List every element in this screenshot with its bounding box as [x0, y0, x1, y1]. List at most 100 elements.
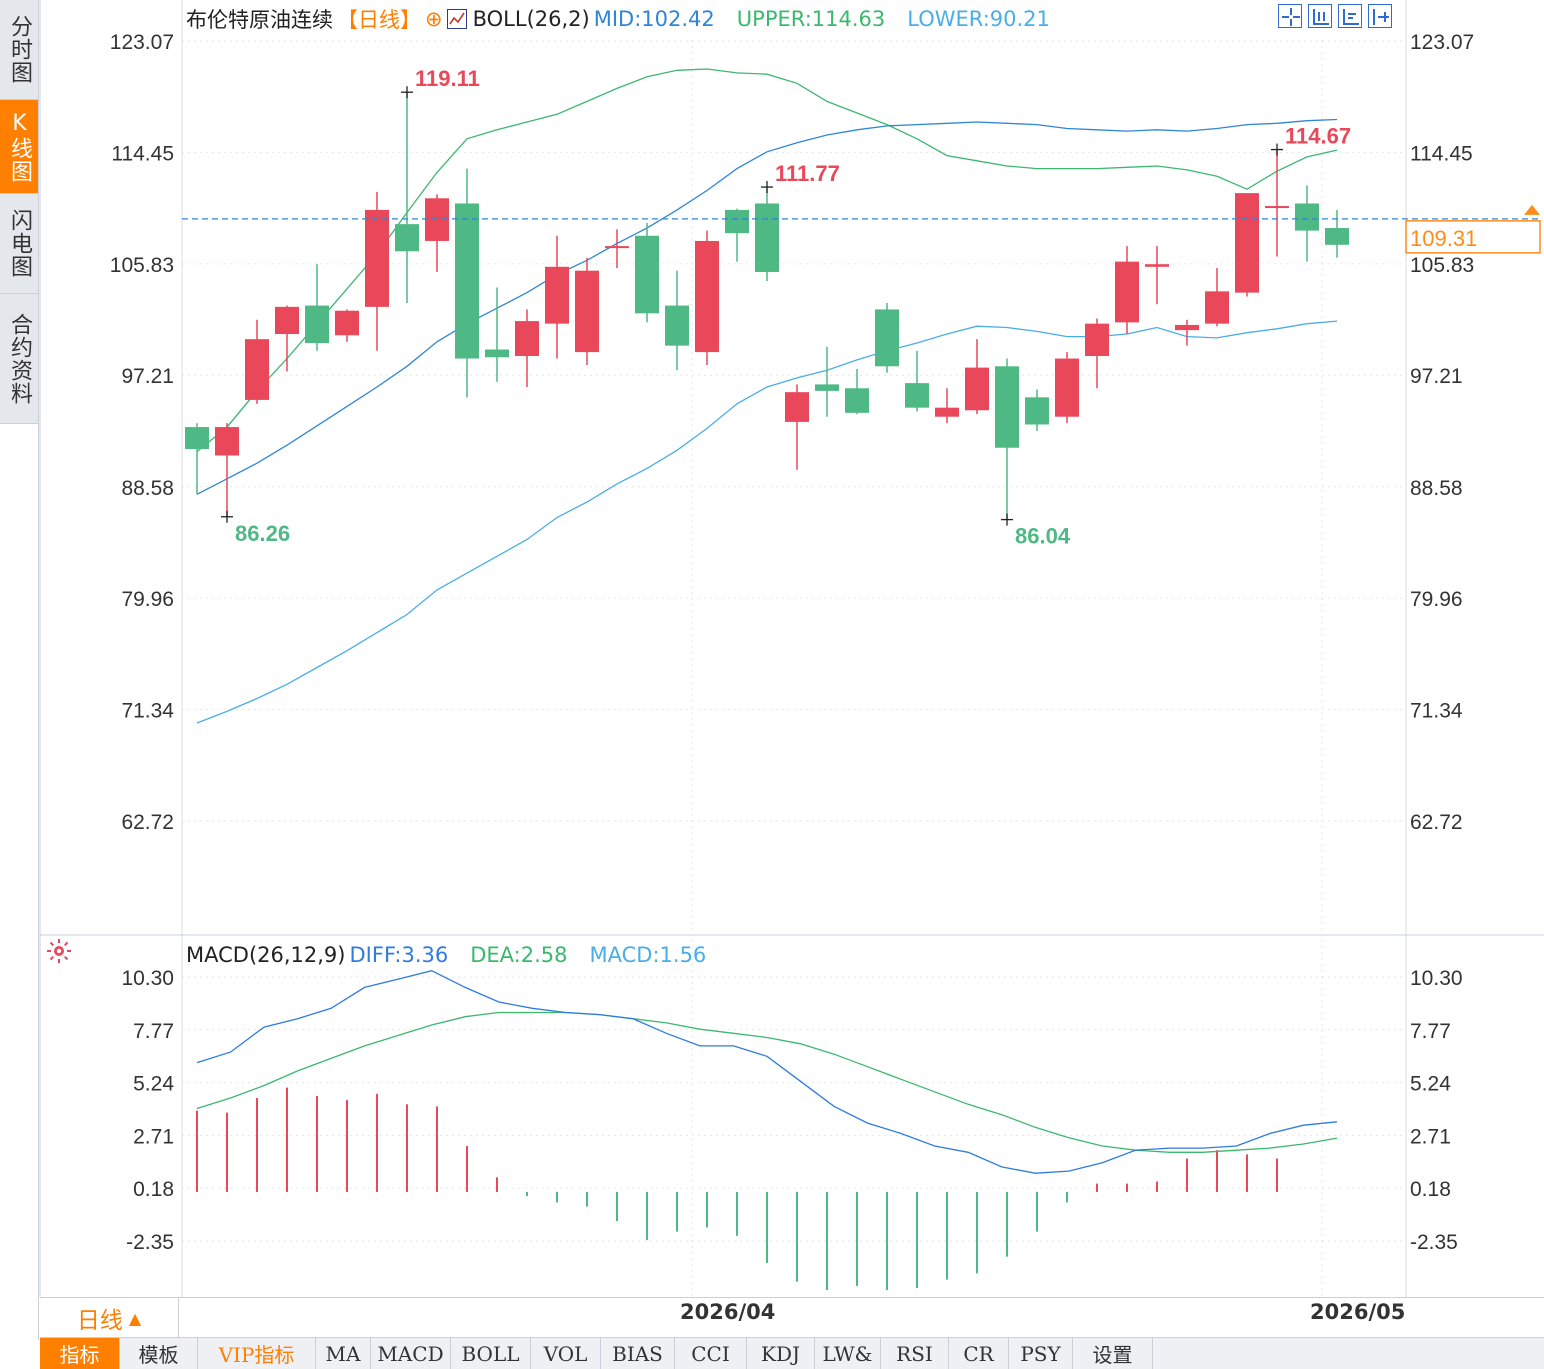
high-price-label: 111.77	[775, 161, 840, 186]
candle-body	[1115, 261, 1139, 323]
left-tab-3[interactable]: 合约资料	[0, 294, 38, 424]
candle-body	[185, 427, 209, 450]
zoom-out-icon[interactable]	[1338, 4, 1362, 28]
candle-body	[1145, 264, 1169, 267]
indicator-tab-13[interactable]: PSY	[1009, 1338, 1073, 1369]
date-axis	[40, 1297, 1544, 1338]
macd-diff-value: DIFF:3.36	[349, 943, 449, 967]
candle-body	[755, 203, 779, 272]
zoom-in-icon[interactable]	[1308, 4, 1332, 28]
instrument-title: 布伦特原油连续	[186, 8, 333, 32]
left-tab-0[interactable]: 分时图	[0, 0, 38, 100]
candle-body	[1235, 193, 1259, 293]
macd-y-tick-left: -2.35	[126, 1231, 174, 1254]
macd-y-tick-right: 7.77	[1410, 1020, 1451, 1043]
macd-dea-value: DEA:2.58	[470, 943, 568, 967]
indicator-tab-14[interactable]: 设置	[1073, 1338, 1153, 1369]
candle-body	[1295, 203, 1319, 231]
indicator-tab-3[interactable]: MA	[316, 1338, 371, 1369]
candle-body	[1265, 206, 1289, 209]
indicator-tab-12[interactable]: CR	[949, 1338, 1009, 1369]
candle-body	[455, 203, 479, 359]
main-y-tick-left: 114.45	[111, 142, 174, 165]
candle-body	[935, 407, 959, 417]
macd-y-tick-left: 7.77	[133, 1020, 174, 1043]
candle-body	[545, 266, 569, 324]
main-y-tick-right: 71.34	[1410, 700, 1463, 723]
macd-y-tick-left: 5.24	[133, 1073, 174, 1096]
indicator-tab-5[interactable]: BOLL	[451, 1338, 531, 1369]
candle-body	[965, 367, 989, 411]
macd-y-tick-left: 2.71	[133, 1125, 174, 1148]
candle-body	[725, 209, 749, 234]
candle-body	[875, 309, 899, 367]
boll-upper-value: UPPER:114.63	[736, 7, 886, 31]
boll-lower-line	[196, 320, 1338, 724]
boll-settings-icon[interactable]	[446, 9, 467, 29]
boll-label: BOLL(26,2)	[472, 7, 590, 31]
macd-diff-line	[196, 970, 1338, 1174]
indicator-settings-icon[interactable]	[46, 938, 72, 964]
low-price-label: 86.04	[1015, 524, 1071, 549]
candle-body	[1085, 323, 1109, 356]
main-y-tick-left: 62.72	[121, 811, 174, 834]
main-y-tick-left: 88.58	[121, 477, 174, 500]
candle-body	[1325, 228, 1349, 245]
indicator-tab-10[interactable]: LW&	[815, 1338, 881, 1369]
candle-body	[1205, 291, 1229, 324]
candle-body	[515, 321, 539, 356]
macd-legend: MACD(26,12,9) DIFF:3.36 DEA:2.58 MACD:1.…	[186, 940, 710, 970]
candle-body	[365, 209, 389, 307]
main-y-tick-right: 88.58	[1410, 477, 1463, 500]
candle-body	[815, 384, 839, 391]
candle-body	[1025, 397, 1049, 425]
indicator-tab-1[interactable]: 模板	[120, 1338, 198, 1369]
indicator-tab-2[interactable]: VIP指标	[198, 1338, 316, 1369]
macd-y-tick-right: 10.30	[1410, 967, 1463, 990]
crosshair-icon[interactable]	[1278, 4, 1302, 28]
indicator-tab-bar: 指标 模板 VIP指标 MA MACD BOLL VOL BIAS CCI KDJ LW& RSI CR…	[40, 1337, 1544, 1369]
candle-body	[695, 240, 719, 353]
scroll-right-icon[interactable]	[1368, 4, 1392, 28]
indicator-tab-8[interactable]: CCI	[675, 1338, 747, 1369]
candle-body	[995, 366, 1019, 448]
main-y-tick-right: 114.45	[1410, 142, 1473, 165]
macd-dea-line	[196, 1011, 1338, 1153]
main-y-tick-left: 123.07	[110, 31, 174, 54]
main-y-tick-right: 105.83	[1410, 254, 1474, 277]
indicator-tab-0[interactable]: 指标	[40, 1338, 120, 1369]
candle-body	[1055, 358, 1079, 417]
boll-mid-value: MID:102.42	[593, 7, 715, 31]
indicator-tab-4[interactable]: MACD	[371, 1338, 451, 1369]
lock-icon[interactable]: ⊕	[425, 7, 443, 31]
left-tab-1[interactable]: K线图	[0, 100, 38, 194]
period-selector[interactable]: 日线 ▲	[40, 1297, 179, 1338]
date-label-apr: 2026/04	[680, 1300, 776, 1324]
candle-body	[905, 383, 929, 408]
indicator-tab-6[interactable]: VOL	[531, 1338, 601, 1369]
main-y-tick-right: 62.72	[1410, 811, 1463, 834]
current-price-tag	[1405, 220, 1541, 254]
kline-chart[interactable]: 123.07 123.07 114.45 114.45 105.83 105.83 97.2…	[0, 0, 1544, 1297]
macd-macd-value: MACD:1.56	[589, 943, 707, 967]
candle-body	[845, 388, 869, 413]
main-y-tick-left: 79.96	[121, 588, 174, 611]
main-y-tick-left: 105.83	[110, 254, 174, 277]
candle-body	[785, 392, 809, 422]
left-tab-2[interactable]: 闪电图	[0, 194, 38, 294]
candle-body	[215, 427, 239, 456]
period-selector-label: 日线	[76, 1308, 123, 1334]
main-y-tick-right: 123.07	[1410, 31, 1474, 54]
indicator-tab-9[interactable]: KDJ	[747, 1338, 815, 1369]
candle-body	[665, 305, 689, 346]
chart-legend: 布伦特原油连续 【日线】 ⊕ BOLL(26,2) MID:102.42 UPP…	[186, 4, 1054, 34]
indicator-tab-11[interactable]: RSI	[881, 1338, 949, 1369]
date-label-may: 2026/05	[1310, 1300, 1406, 1324]
candle-body	[395, 224, 419, 252]
candle-body	[245, 339, 269, 400]
indicator-tab-7[interactable]: BIAS	[601, 1338, 675, 1369]
macd-y-tick-right: 2.71	[1410, 1125, 1451, 1148]
candle-body	[275, 306, 299, 335]
candle-body	[605, 246, 629, 249]
candle-body	[335, 310, 359, 336]
